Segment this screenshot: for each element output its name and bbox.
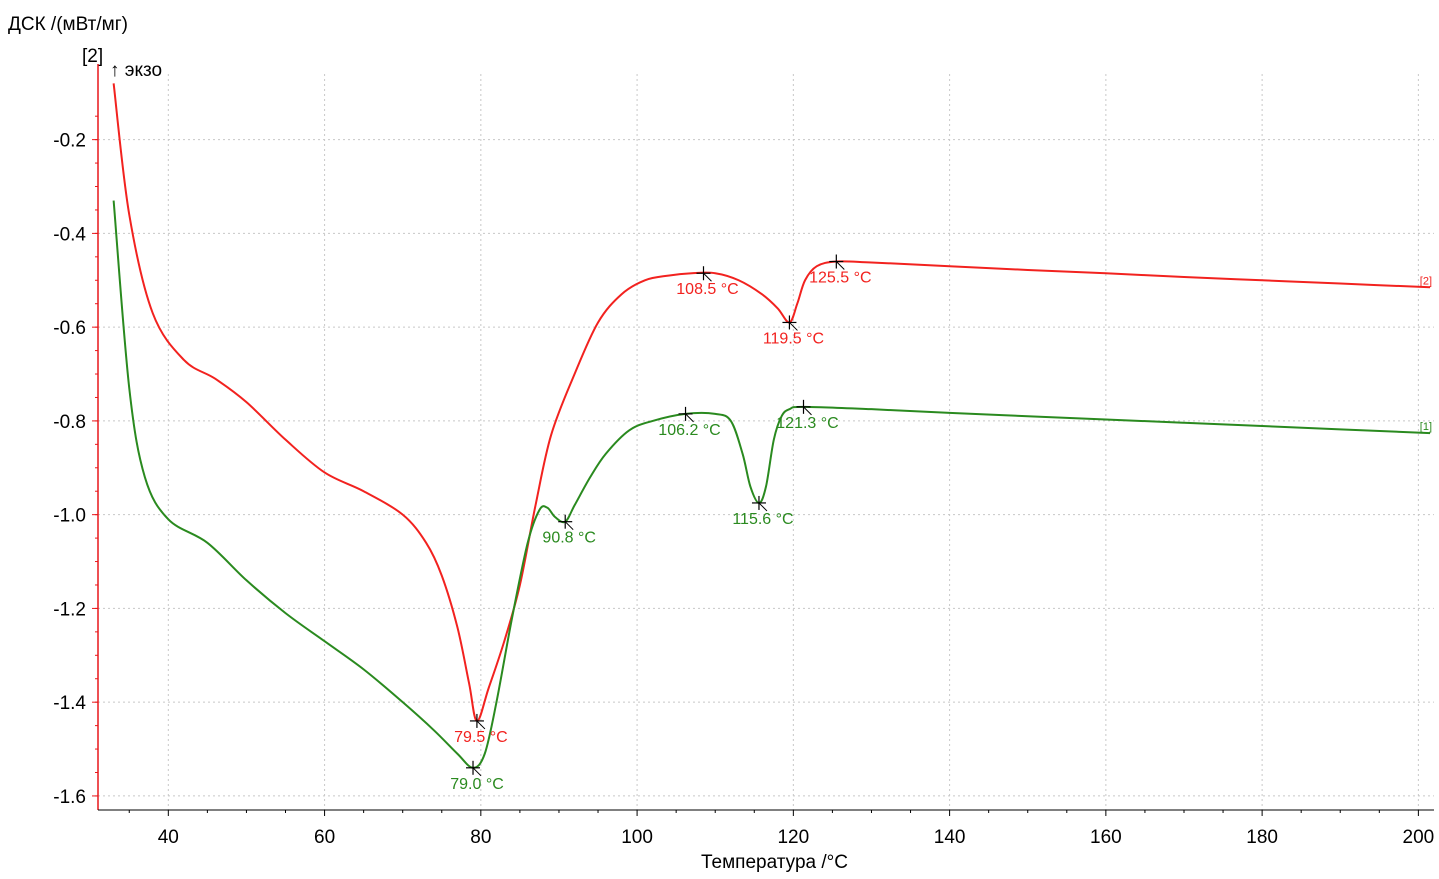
peak-leader	[789, 322, 798, 331]
peak-label: 121.3 °C	[776, 415, 838, 432]
x-tick-label: 40	[158, 827, 179, 848]
peak-leader	[476, 720, 486, 730]
x-tick-label: 180	[1246, 827, 1278, 848]
y-tick-label: -0.8	[53, 412, 86, 433]
x-tick-label: 60	[314, 827, 335, 848]
y-tick-label: -1.4	[53, 693, 86, 714]
peak-label: 79.5 °C	[454, 729, 508, 746]
y-axis-tag: [2]	[82, 46, 104, 67]
series-line-2	[112, 200, 1431, 769]
series-end-label: [2]	[1420, 275, 1432, 287]
peak-label: 125.5 °C	[809, 270, 871, 287]
y-tick-label: -1.2	[53, 599, 86, 620]
peak-label: 106.2 °C	[658, 422, 720, 439]
series-line-1	[112, 83, 1431, 722]
x-tick-label: 200	[1403, 827, 1435, 848]
peak-label: 79.0 °C	[450, 776, 504, 793]
peak-label: 115.6 °C	[732, 511, 793, 528]
y-tick-label: -1.6	[53, 787, 86, 808]
x-tick-label: 160	[1090, 827, 1122, 848]
y-tick-label: -0.6	[53, 318, 86, 339]
y-tick-label: -0.4	[53, 224, 86, 245]
x-tick-label: 100	[621, 827, 653, 848]
series-end-label: [1]	[1420, 421, 1432, 433]
y-axis-title: ДСК /(мВт/мг)	[8, 14, 128, 35]
peak-leader	[803, 406, 812, 416]
peak-leader	[758, 502, 768, 512]
x-tick-label: 80	[470, 827, 491, 848]
peak-leader	[835, 261, 845, 270]
peak-leader	[703, 272, 712, 282]
x-axis-title: Температура /°C	[701, 852, 848, 873]
x-tick-label: 140	[934, 827, 966, 848]
peak-label: 90.8 °C	[542, 530, 596, 547]
peak-label: 108.5 °C	[676, 281, 738, 298]
exo-direction-label: ↑ экзо	[110, 60, 163, 81]
peak-label: 119.5 °C	[763, 330, 824, 347]
peak-leader	[564, 521, 574, 531]
y-tick-label: -1.0	[53, 506, 86, 527]
peak-leader	[472, 767, 482, 777]
peak-leader	[685, 413, 694, 423]
x-tick-label: 120	[777, 827, 809, 848]
y-tick-label: -0.2	[53, 131, 86, 152]
